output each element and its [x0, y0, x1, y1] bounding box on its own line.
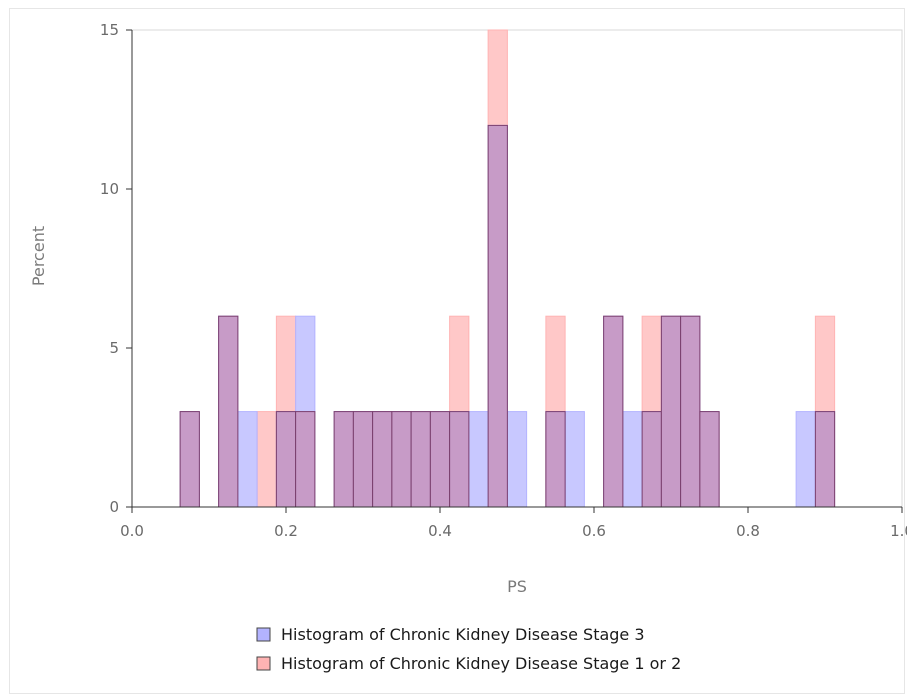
stage-1-or-2-bar-2 [256, 411, 277, 508]
overlap-bar-19 [641, 411, 662, 508]
overlap-bar-8 [391, 411, 412, 508]
stage-3-bar-18 [622, 411, 643, 508]
overlap-bar-3 [275, 411, 297, 508]
y-tick-label: 5 [109, 339, 119, 357]
stage-3-bar-23 [795, 411, 816, 508]
x-tick-label: 1.0 [890, 522, 907, 540]
x-tick-label: 0.2 [274, 522, 298, 540]
overlap-bar-0 [179, 411, 200, 508]
overlap-bar-21 [680, 315, 701, 508]
overlap-bar-15 [545, 411, 566, 508]
overlap-bar-20 [660, 315, 682, 508]
overlap-bar-9 [410, 411, 431, 508]
x-tick-label: 0.6 [582, 522, 606, 540]
x-tick-label: 0.4 [428, 522, 452, 540]
overlap-bar-22 [699, 411, 720, 508]
overlap-bar-7 [372, 411, 393, 508]
overlap-bar-1 [218, 315, 239, 508]
overlap-bar-5 [333, 411, 354, 508]
overlap-bar-6 [352, 411, 374, 508]
chart-frame [9, 8, 905, 694]
overlap-bar-11 [449, 411, 470, 508]
legend-label-stage-3: Histogram of Chronic Kidney Disease Stag… [281, 625, 645, 644]
legend-swatch-stage-1-or-2 [256, 656, 271, 671]
stage-3-bar-14 [506, 411, 528, 508]
y-tick-label: 10 [100, 180, 119, 198]
y-tick-label: 15 [100, 21, 119, 39]
x-axis-label: PS [507, 577, 527, 596]
y-tick-label: 0 [109, 498, 119, 516]
overlap-bar-4 [295, 411, 316, 508]
x-axis-ticks: 0.0 0.2 0.4 0.6 0.8 1.0 [120, 507, 907, 540]
overlap-bar-13 [487, 124, 508, 508]
legend-swatch-stage-3 [256, 627, 271, 642]
overlap-bar-10 [429, 411, 451, 508]
x-tick-label: 0.8 [736, 522, 760, 540]
overlap-bar-17 [603, 315, 624, 508]
legend: Histogram of Chronic Kidney Disease Stag… [256, 625, 681, 673]
overlap-bar-24 [814, 411, 836, 508]
stage-3-bar-2 [237, 411, 258, 508]
x-tick-label: 0.0 [120, 522, 144, 540]
y-axis-ticks: 0 5 10 15 [100, 21, 132, 516]
stage-3-bar-12 [468, 411, 489, 508]
legend-label-stage-1-or-2: Histogram of Chronic Kidney Disease Stag… [281, 654, 681, 673]
y-axis-label: Percent [29, 226, 48, 286]
axes [131, 30, 902, 508]
stage-3-bar-16 [564, 411, 585, 508]
overlap-outline [179, 124, 836, 508]
